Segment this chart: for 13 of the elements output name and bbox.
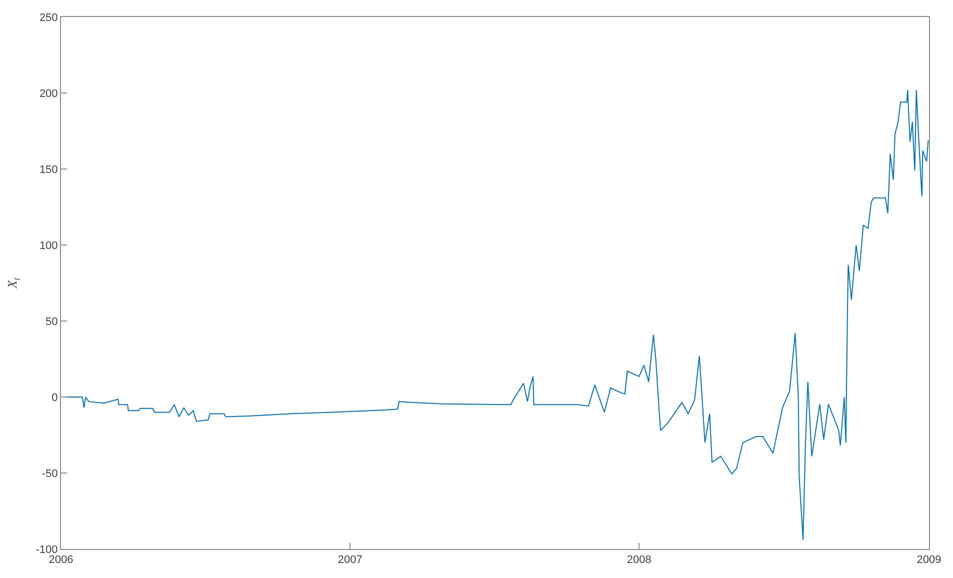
y-tick-label: 250	[39, 12, 58, 24]
y-tick-label: 150	[39, 164, 58, 176]
x-tick-label: 2006	[48, 554, 74, 566]
y-tick-label: 100	[39, 240, 58, 252]
y-tick-label: -100	[36, 544, 58, 556]
y-tick-label: 50	[46, 316, 58, 328]
line-series	[64, 89, 929, 540]
x-tick-label: 2009	[916, 554, 942, 566]
y-tick-label: -50	[42, 468, 58, 480]
y-tick-label: 0	[52, 392, 58, 404]
x-tick-label: 2007	[338, 554, 362, 566]
x-tick-label: 2008	[626, 554, 652, 566]
y-tick-label: 200	[39, 88, 58, 100]
